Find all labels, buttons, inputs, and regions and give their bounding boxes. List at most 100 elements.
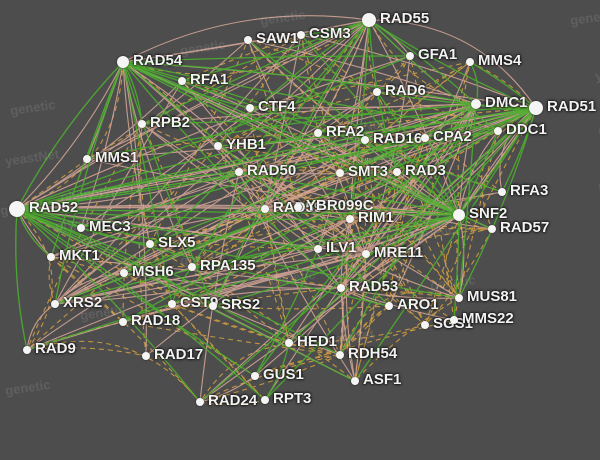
gene-label-rfa3[interactable]: RFA3 <box>510 182 548 199</box>
gene-node-msh6[interactable] <box>120 269 128 277</box>
gene-node-csm3[interactable] <box>297 31 305 39</box>
gene-node-rad57[interactable] <box>488 225 496 233</box>
network-graph: genetic yeastNet genetic physical geneti… <box>0 0 600 460</box>
gene-label-gus1[interactable]: GUS1 <box>263 366 304 383</box>
gene-label-ddc1[interactable]: DDC1 <box>506 121 547 138</box>
gene-label-rpt3[interactable]: RPT3 <box>273 390 311 407</box>
gene-node-smt3[interactable] <box>336 169 344 177</box>
gene-node-snf2[interactable] <box>453 209 465 221</box>
gene-node-dmc1[interactable] <box>471 99 481 109</box>
gene-label-mec3[interactable]: MEC3 <box>89 218 131 235</box>
gene-label-mkt1[interactable]: MKT1 <box>59 247 100 264</box>
gene-node-mms1[interactable] <box>83 155 91 163</box>
gene-node-mec3[interactable] <box>77 224 85 232</box>
gene-node-rad18[interactable] <box>119 318 127 326</box>
gene-label-rim1[interactable]: RIM1 <box>358 209 394 226</box>
gene-node-cpa2[interactable] <box>421 134 429 142</box>
gene-label-rad18[interactable]: RAD18 <box>131 312 180 329</box>
gene-node-rad59[interactable] <box>261 205 269 213</box>
gene-node-saw1[interactable] <box>244 36 252 44</box>
gene-label-rad54[interactable]: RAD54 <box>133 52 182 69</box>
gene-label-mre11[interactable]: MRE11 <box>374 244 423 261</box>
gene-node-rad53[interactable] <box>337 284 345 292</box>
gene-node-mkt1[interactable] <box>47 253 55 261</box>
gene-node-ddc1[interactable] <box>494 127 502 135</box>
gene-node-yhb1[interactable] <box>214 142 222 150</box>
gene-label-xrs2[interactable]: XRS2 <box>63 294 102 311</box>
gene-label-rad53[interactable]: RAD53 <box>349 278 398 295</box>
gene-label-dmc1[interactable]: DMC1 <box>485 94 528 111</box>
gene-node-rfa1[interactable] <box>178 77 186 85</box>
gene-label-rad57[interactable]: RAD57 <box>500 219 549 236</box>
gene-label-rdh54[interactable]: RDH54 <box>348 345 397 362</box>
gene-label-msh6[interactable]: MSH6 <box>132 263 174 280</box>
gene-node-rad52[interactable] <box>9 201 25 217</box>
gene-node-rpb2[interactable] <box>138 120 146 128</box>
gene-node-rad24[interactable] <box>196 398 204 406</box>
gene-label-aro1[interactable]: ARO1 <box>397 296 439 313</box>
gene-node-ctf4[interactable] <box>246 104 254 112</box>
gene-node-rad51[interactable] <box>529 101 543 115</box>
gene-node-xrs2[interactable] <box>51 300 59 308</box>
gene-label-ctf4[interactable]: CTF4 <box>258 98 296 115</box>
gene-node-cst9[interactable] <box>168 300 176 308</box>
gene-node-ilv1[interactable] <box>314 245 322 253</box>
gene-label-rad24[interactable]: RAD24 <box>208 392 257 409</box>
gene-node-rad3[interactable] <box>393 168 401 176</box>
gene-label-rfa2[interactable]: RFA2 <box>326 123 364 140</box>
gene-node-rad54[interactable] <box>117 56 129 68</box>
gene-node-mms22[interactable] <box>450 316 458 324</box>
gene-node-rad6[interactable] <box>373 88 381 96</box>
gene-label-slx5[interactable]: SLX5 <box>158 234 196 251</box>
gene-node-rim1[interactable] <box>346 215 354 223</box>
gene-node-rdh54[interactable] <box>336 351 344 359</box>
gene-label-hed1[interactable]: HED1 <box>297 333 337 350</box>
gene-label-smt3[interactable]: SMT3 <box>348 163 388 180</box>
gene-label-mus81[interactable]: MUS81 <box>467 288 517 305</box>
gene-node-rpa135[interactable] <box>188 263 196 271</box>
gene-label-cpa2[interactable]: CPA2 <box>433 128 472 145</box>
gene-label-rad50[interactable]: RAD50 <box>247 162 296 179</box>
gene-label-ilv1[interactable]: ILV1 <box>326 239 357 256</box>
gene-node-hed1[interactable] <box>285 339 293 347</box>
gene-node-mus81[interactable] <box>455 294 463 302</box>
gene-node-mre11[interactable] <box>362 250 370 258</box>
gene-node-rpt3[interactable] <box>261 396 269 404</box>
gene-label-rad9[interactable]: RAD9 <box>35 340 76 357</box>
gene-node-rad55[interactable] <box>362 13 376 27</box>
gene-label-rad6[interactable]: RAD6 <box>385 82 426 99</box>
gene-label-gfa1[interactable]: GFA1 <box>418 46 457 63</box>
gene-label-rad3[interactable]: RAD3 <box>405 162 446 179</box>
gene-label-rfa1[interactable]: RFA1 <box>190 71 228 88</box>
gene-label-csm3[interactable]: CSM3 <box>309 25 351 42</box>
gene-node-rad9[interactable] <box>23 346 31 354</box>
gene-label-yhb1[interactable]: YHB1 <box>226 136 266 153</box>
gene-label-rad17[interactable]: RAD17 <box>154 346 203 363</box>
gene-node-sgs1[interactable] <box>421 321 429 329</box>
gene-label-mms4[interactable]: MMS4 <box>478 52 521 69</box>
gene-node-rad16[interactable] <box>361 136 369 144</box>
gene-label-rpa135[interactable]: RPA135 <box>200 257 256 274</box>
gene-label-srs2[interactable]: SRS2 <box>221 296 260 313</box>
gene-node-slx5[interactable] <box>146 240 154 248</box>
gene-node-rfa3[interactable] <box>498 188 506 196</box>
gene-node-ybr099c[interactable] <box>294 203 302 211</box>
gene-node-srs2[interactable] <box>209 302 217 310</box>
gene-node-asf1[interactable] <box>351 377 359 385</box>
gene-label-mms22[interactable]: MMS22 <box>462 310 514 327</box>
gene-node-rfa2[interactable] <box>314 129 322 137</box>
gene-label-saw1[interactable]: SAW1 <box>256 30 299 47</box>
gene-label-mms1[interactable]: MMS1 <box>95 149 138 166</box>
gene-label-rad51[interactable]: RAD51 <box>547 98 596 115</box>
gene-label-asf1[interactable]: ASF1 <box>363 371 401 388</box>
gene-label-rpb2[interactable]: RPB2 <box>150 114 190 131</box>
gene-node-rad50[interactable] <box>235 168 243 176</box>
gene-label-rad16[interactable]: RAD16 <box>373 130 422 147</box>
gene-node-aro1[interactable] <box>385 302 393 310</box>
gene-label-rad55[interactable]: RAD55 <box>380 10 429 27</box>
gene-node-rad17[interactable] <box>142 352 150 360</box>
gene-label-rad52[interactable]: RAD52 <box>29 199 78 216</box>
gene-node-gfa1[interactable] <box>406 52 414 60</box>
gene-node-gus1[interactable] <box>251 372 259 380</box>
gene-node-mms4[interactable] <box>466 58 474 66</box>
